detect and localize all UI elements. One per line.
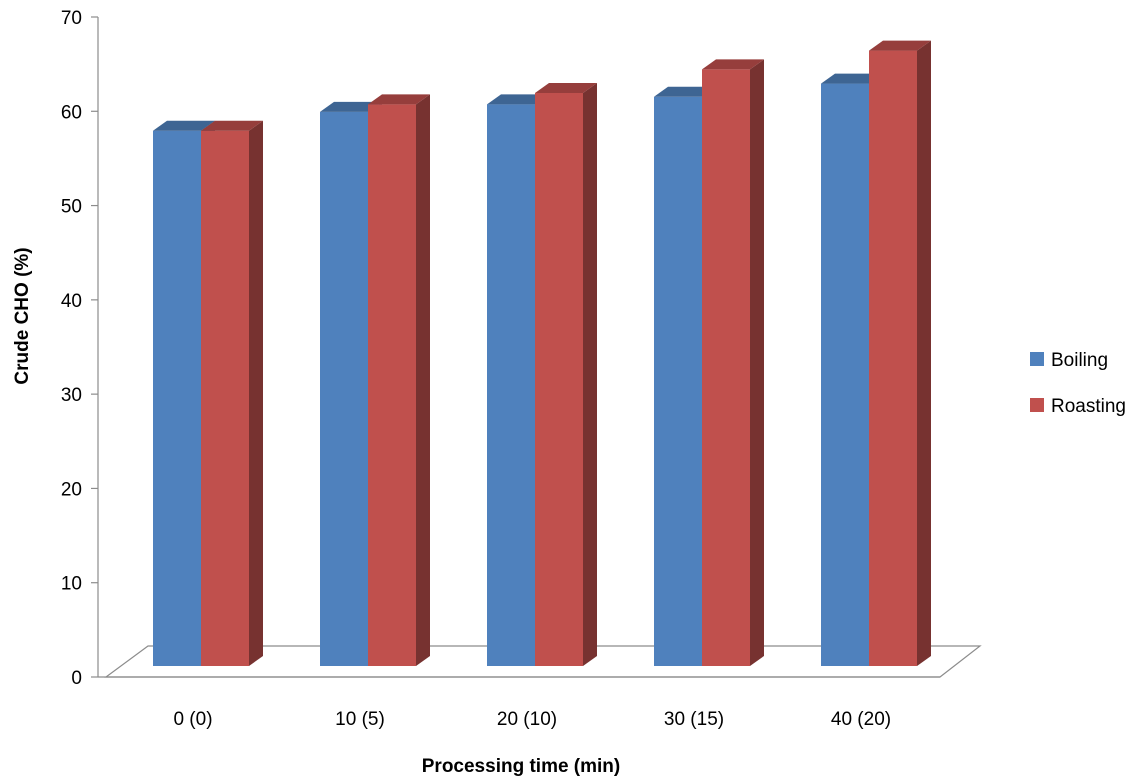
bars: [153, 40, 931, 667]
x-tick-label: 40 (20): [831, 709, 891, 730]
y-tick-label: 40: [61, 291, 82, 312]
bar-front: [702, 69, 750, 666]
bar-group: [821, 40, 931, 667]
bar-group: [320, 94, 430, 667]
x-tick-label: 20 (10): [497, 709, 557, 730]
bar-roasting: [869, 40, 931, 667]
y-tick-label: 0: [71, 668, 82, 689]
x-axis-tick-labels: 0 (0) 10 (5) 20 (10) 30 (15) 40 (20): [173, 709, 891, 730]
y-tick-label: 30: [61, 385, 82, 406]
bar-group: [654, 59, 764, 667]
bar-front: [821, 83, 869, 667]
y-tick-label: 60: [61, 102, 82, 123]
legend-item: Roasting: [1030, 396, 1126, 417]
x-axis-title: Processing time (min): [422, 756, 621, 777]
bar-top: [654, 86, 716, 97]
legend-swatch: [1030, 398, 1044, 412]
bar-top: [201, 120, 263, 131]
bar-front: [201, 130, 249, 666]
y-tick-label: 20: [61, 479, 82, 500]
bar-front: [153, 130, 201, 666]
y-tick-label: 70: [61, 8, 82, 29]
y-tick-label: 10: [61, 574, 82, 595]
bar-roasting: [702, 59, 764, 666]
bar-front: [654, 96, 702, 667]
bar-top: [487, 94, 549, 105]
bar-front: [535, 93, 583, 666]
bar-top: [153, 120, 215, 131]
y-axis-title: Crude CHO (%): [12, 247, 33, 384]
bar-front: [869, 50, 917, 667]
bar-roasting: [368, 94, 430, 667]
bar-top: [821, 73, 883, 84]
bar-side: [583, 83, 597, 666]
legend: Boiling Roasting: [1030, 350, 1126, 417]
x-tick-label: 10 (5): [335, 709, 385, 730]
bar-group: [153, 120, 263, 666]
x-tick-label: 0 (0): [173, 709, 212, 730]
bar-front: [487, 104, 535, 667]
bar-roasting: [535, 83, 597, 666]
bar-roasting: [201, 120, 263, 666]
legend-item: Boiling: [1030, 350, 1108, 371]
bar-top: [702, 59, 764, 70]
bar-side: [750, 59, 764, 666]
y-axis: 0 10 20 30 40 50 60 70: [61, 8, 940, 689]
bar-side: [416, 94, 430, 667]
bar-top: [869, 40, 931, 51]
bar-top: [320, 101, 382, 112]
legend-label: Roasting: [1051, 396, 1126, 417]
y-tick-label: 50: [61, 197, 82, 218]
legend-swatch: [1030, 352, 1044, 366]
bar-top: [368, 94, 430, 105]
bar-side: [249, 120, 263, 666]
bar-side: [917, 40, 931, 667]
legend-label: Boiling: [1051, 350, 1108, 371]
bar-top: [535, 83, 597, 93]
bar-front: [320, 111, 368, 667]
x-tick-label: 30 (15): [664, 709, 724, 730]
bar-group: [487, 83, 597, 667]
bar-front: [368, 104, 416, 667]
